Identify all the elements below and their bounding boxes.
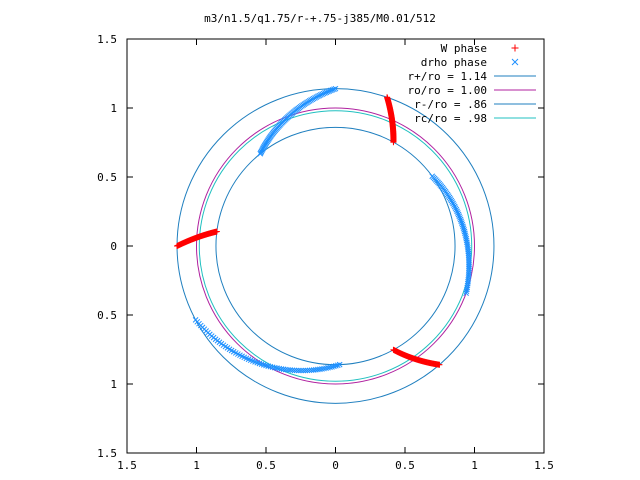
y-tick-label: 1	[110, 378, 117, 391]
y-tick-label: 1	[110, 102, 117, 115]
x-tick-label: 0	[332, 459, 339, 472]
x-tick-label: 0.5	[256, 459, 276, 472]
legend-r-c-label: rc/ro = .98	[414, 112, 487, 125]
phase-points	[174, 85, 472, 374]
w-phase-arc-0	[174, 228, 220, 249]
legend-r-o-label: ro/ro = 1.00	[408, 84, 487, 97]
drho-phase-arc-5	[192, 317, 343, 374]
legend-w-phase-marker	[511, 44, 519, 52]
y-tick-label: 1.5	[97, 33, 117, 46]
circle-3	[198, 110, 473, 382]
w-phase-arc-1	[384, 94, 397, 146]
x-tick-label: 0.5	[395, 459, 415, 472]
w-phase-arc-2	[390, 346, 443, 368]
legend-drho-phase-label: drho phase	[421, 56, 487, 69]
legend-r-plus-label: r+/ro = 1.14	[408, 70, 488, 83]
axis-ticks: 1.5 1 0.5 0 0.5 1 1.51.510.500.511.5	[97, 33, 554, 472]
x-tick-label: 1	[193, 459, 200, 472]
reference-circles	[176, 88, 495, 404]
circle-0	[176, 88, 495, 404]
chart-title: m3/n1.5/q1.75/r-+.75-j385/M0.01/512	[204, 12, 436, 25]
x-tick-label: 1	[471, 459, 478, 472]
y-tick-label: 0.5	[97, 171, 117, 184]
y-tick-label: 0	[110, 240, 117, 253]
legend-drho-phase-marker	[511, 58, 519, 66]
x-tick-label: 1.5	[117, 459, 137, 472]
legend-r-minus-label: r-/ro = .86	[414, 98, 487, 111]
drho-phase-arc-3	[257, 85, 339, 157]
y-tick-label: 1.5	[97, 447, 117, 460]
circle-2	[215, 126, 456, 366]
x-tick-label: 1.5	[534, 459, 554, 472]
y-tick-label: 0.5	[97, 309, 117, 322]
circle-1	[196, 107, 475, 385]
drho-phase-arc-4	[429, 173, 472, 297]
legend: W phase drho phase r+/ro = 1.14 ro/ro = …	[408, 42, 536, 125]
legend-w-phase-label: W phase	[441, 42, 487, 55]
